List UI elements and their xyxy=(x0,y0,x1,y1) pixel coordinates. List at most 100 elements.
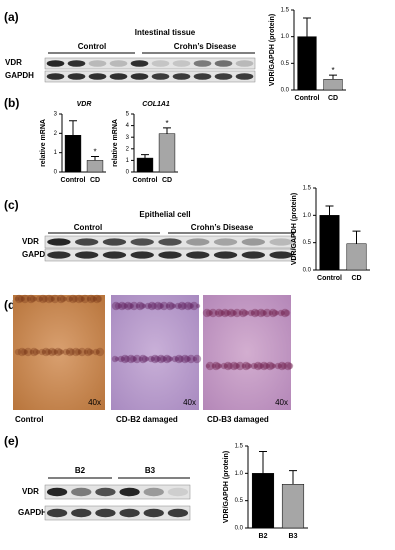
blot-band xyxy=(67,73,86,80)
cell xyxy=(89,295,97,303)
cell xyxy=(220,310,226,316)
cell xyxy=(253,363,259,369)
x-tick-label: Control xyxy=(317,275,342,282)
panel-letter: (e) xyxy=(4,434,19,448)
cell xyxy=(153,355,161,363)
cell xyxy=(277,309,285,317)
cell xyxy=(208,310,214,316)
cell xyxy=(135,301,145,311)
cell xyxy=(20,348,28,356)
cell xyxy=(214,362,222,370)
group-label: Control xyxy=(74,223,102,232)
blot-band xyxy=(75,238,99,246)
blot-band xyxy=(130,60,149,67)
cell xyxy=(117,301,127,311)
cell xyxy=(183,301,193,311)
micrograph xyxy=(111,295,199,410)
y-tick-label: 2 xyxy=(126,146,130,152)
blot-band xyxy=(235,60,254,67)
cell xyxy=(32,296,38,302)
cell xyxy=(44,294,54,304)
cell xyxy=(29,347,39,357)
cell xyxy=(147,355,155,363)
cell xyxy=(129,301,139,311)
cell xyxy=(38,348,46,356)
cell xyxy=(150,354,160,364)
blot-title: Intestinal tissue xyxy=(135,28,196,37)
y-tick-label: 3 xyxy=(126,135,130,141)
cell xyxy=(259,309,267,317)
blot-band xyxy=(47,251,71,259)
row-label: VDR xyxy=(22,237,39,246)
blot-band xyxy=(193,73,212,80)
row-label: GAPDH xyxy=(5,71,34,80)
cell xyxy=(14,348,22,356)
cell xyxy=(277,363,283,369)
blot-band xyxy=(158,251,182,259)
y-tick-label: 1.0 xyxy=(281,34,290,40)
cell xyxy=(92,348,100,356)
cell xyxy=(156,302,164,310)
cell xyxy=(50,294,60,304)
blot-band xyxy=(109,73,128,80)
significance: * xyxy=(331,66,334,75)
cell xyxy=(186,302,194,310)
blot-band xyxy=(109,60,128,67)
error-bar xyxy=(163,127,171,134)
bar xyxy=(346,243,367,271)
cell xyxy=(47,349,53,355)
cell xyxy=(186,354,196,364)
y-tick-label: 1.5 xyxy=(235,444,244,450)
cell xyxy=(92,294,102,304)
y-tick-label: 1.5 xyxy=(303,186,312,192)
cell xyxy=(23,349,29,355)
blot-band xyxy=(102,251,127,259)
error-bar xyxy=(329,74,337,80)
cell xyxy=(141,355,149,363)
cell xyxy=(153,301,163,311)
blot-band xyxy=(172,73,191,80)
cell xyxy=(283,309,291,317)
blot-band xyxy=(151,73,170,80)
cell xyxy=(23,347,33,357)
cell xyxy=(265,363,271,369)
blot-band xyxy=(158,238,182,246)
cell xyxy=(259,363,265,369)
error-bar xyxy=(141,154,149,159)
cell xyxy=(59,349,65,355)
cell xyxy=(250,310,256,316)
cell xyxy=(159,303,165,309)
cell xyxy=(32,348,40,356)
cell xyxy=(138,302,146,310)
blot-band xyxy=(46,73,65,80)
x-tick-label: CD xyxy=(351,275,361,282)
cell xyxy=(29,349,35,355)
y-axis-label: relative mRNA xyxy=(40,119,47,167)
cell xyxy=(229,361,239,371)
cell xyxy=(162,356,168,362)
chart-title: COL1A1 xyxy=(142,101,170,108)
y-tick-label: 0.5 xyxy=(235,498,244,504)
cell xyxy=(20,294,30,304)
y-tick-label: 0.0 xyxy=(235,526,244,532)
blot-title: Epithelial cell xyxy=(139,210,190,219)
blot-band xyxy=(71,508,92,518)
cell xyxy=(126,302,134,310)
cell xyxy=(123,301,133,311)
cell xyxy=(71,347,81,357)
cell xyxy=(138,354,148,364)
cell xyxy=(132,356,138,362)
cell xyxy=(241,361,251,371)
cell-texture xyxy=(14,294,294,371)
cell xyxy=(165,303,171,309)
cell xyxy=(35,295,43,303)
bar xyxy=(86,160,104,173)
cell xyxy=(171,303,177,309)
cell xyxy=(168,302,176,310)
cell xyxy=(111,355,119,363)
bar xyxy=(136,157,154,173)
cell xyxy=(77,295,85,303)
magnification: 40x xyxy=(275,398,288,407)
cell xyxy=(223,363,229,369)
cell xyxy=(65,295,73,303)
